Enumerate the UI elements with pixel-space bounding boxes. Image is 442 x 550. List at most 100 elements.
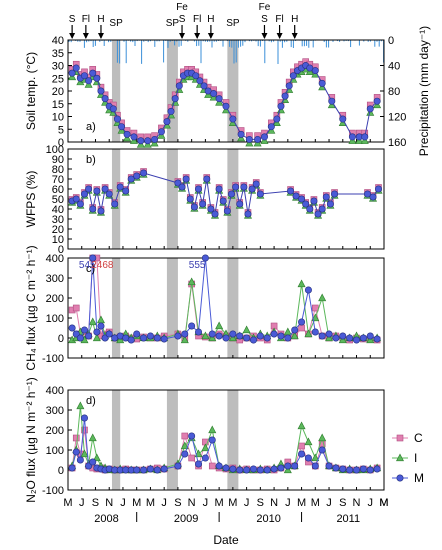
data-point	[312, 304, 319, 312]
data-point	[68, 324, 76, 332]
data-point	[311, 453, 320, 462]
y-tick-label: 300	[46, 405, 64, 417]
y2-tick-label: 120	[388, 112, 406, 124]
data-point	[311, 67, 319, 75]
data-point	[96, 315, 105, 324]
data-point	[72, 448, 80, 456]
month-tick-label: N	[188, 497, 196, 509]
data-point	[118, 123, 126, 131]
data-point	[318, 293, 327, 302]
y-tick-label: 35	[52, 48, 64, 60]
event-label: Fl	[275, 14, 283, 25]
data-point	[328, 97, 336, 105]
data-point	[116, 335, 125, 344]
data-point	[140, 169, 148, 177]
month-tick-label: S	[257, 497, 264, 509]
data-point	[277, 464, 285, 472]
data-point	[208, 333, 217, 342]
event-label: H	[291, 14, 298, 25]
y2-tick-label: 160	[388, 137, 406, 149]
data-point	[181, 450, 189, 458]
data-point	[263, 334, 271, 342]
data-point	[222, 464, 230, 472]
data-point	[146, 332, 154, 340]
event-label: H	[97, 14, 104, 25]
data-point	[223, 207, 231, 215]
y2-tick-label: 40	[388, 61, 400, 73]
data-point	[76, 456, 84, 464]
data-point	[140, 334, 148, 342]
data-point	[89, 69, 97, 77]
data-point	[85, 185, 93, 193]
data-point	[97, 322, 105, 330]
data-point	[116, 183, 124, 191]
y-tick-label: 40	[52, 35, 64, 47]
data-point	[133, 466, 141, 474]
y-tick-label: 60	[52, 184, 64, 196]
y-tick-label: 10	[52, 112, 64, 124]
data-point	[80, 190, 88, 198]
y2-axis-label: Precipitation (mm day⁻¹)	[417, 26, 431, 156]
data-point	[227, 190, 235, 198]
data-point	[232, 183, 240, 191]
gray-period-band	[111, 258, 121, 358]
data-point	[249, 465, 257, 473]
data-point	[201, 454, 209, 462]
data-point	[285, 82, 293, 90]
month-tick-label: N	[353, 497, 361, 509]
data-point	[346, 466, 354, 474]
event-arrowhead	[276, 33, 283, 39]
gray-period-band	[111, 390, 121, 490]
data-point	[195, 328, 203, 336]
y-tick-label: 70	[52, 174, 64, 186]
data-point	[284, 334, 292, 342]
data-point	[72, 195, 80, 203]
data-point	[203, 175, 211, 183]
data-point	[140, 466, 148, 474]
y-axis-label: Soil temp. (°C)	[24, 52, 38, 130]
data-point	[195, 460, 203, 468]
data-point	[167, 107, 175, 115]
month-tick-label: J	[285, 497, 291, 509]
y-tick-label: 0	[58, 465, 64, 477]
month-tick-label: M	[297, 497, 306, 509]
year-label: 2011	[336, 513, 360, 525]
data-point	[76, 200, 84, 208]
data-point	[310, 197, 318, 205]
data-point	[270, 330, 278, 338]
data-point	[200, 82, 208, 90]
data-point	[314, 210, 322, 218]
legend-marker	[396, 434, 404, 442]
data-point	[361, 133, 369, 141]
y-tick-label: 10	[52, 234, 64, 246]
data-point	[366, 332, 374, 340]
data-point	[243, 466, 251, 474]
gray-period-band	[227, 149, 239, 249]
y-tick-label: 0	[58, 137, 64, 149]
gray-period-band	[227, 258, 239, 358]
data-point	[290, 331, 299, 340]
data-point	[236, 200, 244, 208]
peak-label: 555	[189, 260, 206, 271]
legend-label: C	[414, 431, 423, 445]
data-point	[263, 466, 271, 474]
gray-period-band	[111, 40, 121, 142]
data-point	[215, 95, 223, 103]
data-point	[219, 197, 227, 205]
data-point	[244, 210, 252, 218]
panel-label: b)	[86, 154, 96, 166]
month-tick-label: J	[203, 497, 209, 509]
month-tick-label: S	[339, 497, 346, 509]
y-tick-label: 100	[46, 445, 64, 457]
y-tick-label: 50	[52, 194, 64, 206]
data-point	[304, 454, 312, 462]
event-arrowhead	[69, 33, 76, 39]
data-point	[229, 465, 237, 473]
event-arrowhead	[261, 33, 268, 39]
data-point	[373, 335, 381, 343]
legend-marker	[396, 474, 404, 482]
data-point	[252, 180, 260, 188]
data-point	[277, 102, 285, 110]
data-point	[89, 458, 97, 466]
data-point	[92, 333, 101, 342]
